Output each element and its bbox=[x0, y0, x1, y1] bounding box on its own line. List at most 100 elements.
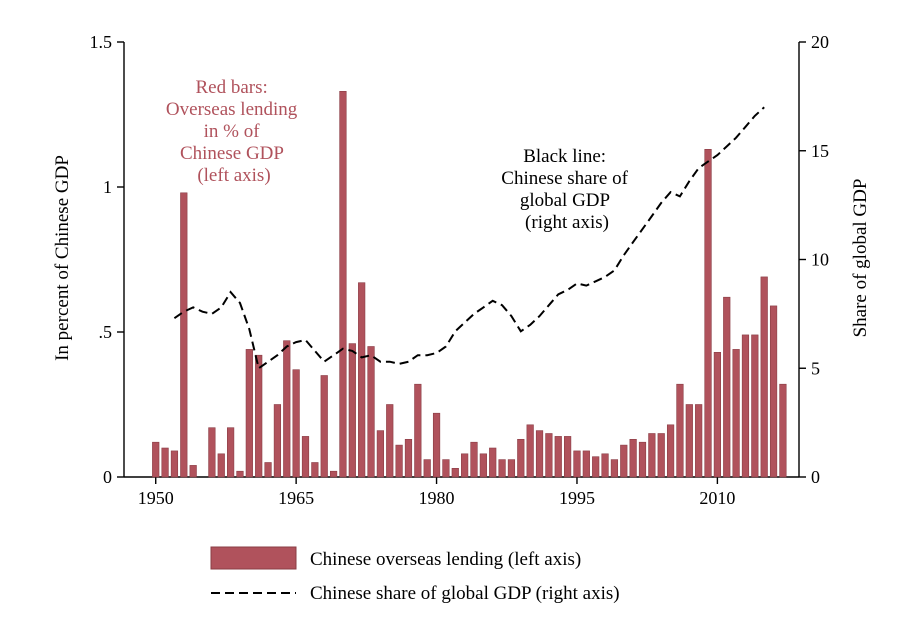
black-annot-line-1: Black line: bbox=[523, 146, 606, 167]
legend-label-line: Chinese share of global GDP (right axis) bbox=[310, 583, 620, 604]
bar-1975 bbox=[386, 404, 394, 478]
bar-1966 bbox=[301, 436, 310, 478]
bar-1984 bbox=[470, 441, 478, 478]
bar-1963 bbox=[273, 404, 282, 478]
left-tick-label-0: 0 bbox=[103, 467, 112, 487]
bar-2001 bbox=[629, 438, 637, 478]
bar-2012 bbox=[732, 349, 740, 478]
bar-1971 bbox=[348, 343, 356, 478]
bar-1973 bbox=[367, 346, 375, 478]
bar-2013 bbox=[741, 334, 750, 478]
bar-1977 bbox=[404, 438, 413, 478]
red-annot-line-5: (left axis) bbox=[197, 165, 270, 186]
bar-1967 bbox=[311, 462, 319, 478]
bar-2015 bbox=[760, 276, 768, 478]
bar-2004 bbox=[657, 433, 665, 478]
right-tick-label-3: 15 bbox=[811, 141, 829, 161]
bar-2002 bbox=[638, 441, 647, 478]
bar-1989 bbox=[517, 438, 525, 478]
legend-swatch-bar bbox=[210, 546, 297, 570]
bar-2006 bbox=[676, 383, 684, 478]
bar-1968 bbox=[320, 375, 328, 478]
black-annot-line-3: global GDP bbox=[520, 190, 610, 211]
bar-2003 bbox=[648, 433, 656, 478]
red-annot-line-1: Red bars: bbox=[195, 77, 267, 98]
bar-1979 bbox=[423, 459, 431, 478]
bar-1981 bbox=[442, 459, 450, 478]
bar-1997 bbox=[592, 456, 600, 478]
bar-2008 bbox=[695, 404, 703, 478]
bar-1953 bbox=[180, 192, 188, 478]
left-axis-title: In percent of Chinese GDP bbox=[52, 155, 73, 361]
bar-2000 bbox=[620, 444, 628, 478]
red-bars-annotation: Red bars: Overseas lending in % of Chine… bbox=[166, 77, 302, 186]
bar-1956 bbox=[208, 427, 216, 478]
gdp-share-line bbox=[173, 106, 765, 370]
bar-1951 bbox=[161, 447, 169, 478]
black-annot-line-4: (right axis) bbox=[525, 212, 609, 233]
x-tick-label-1950: 1950 bbox=[138, 488, 174, 508]
bar-1970 bbox=[339, 91, 347, 478]
right-tick-label-0: 0 bbox=[811, 467, 820, 487]
bar-1960 bbox=[245, 349, 253, 478]
bar-1999 bbox=[610, 459, 619, 478]
bar-2010 bbox=[713, 351, 721, 478]
x-tick-label-1995: 1995 bbox=[559, 488, 595, 508]
bar-1976 bbox=[395, 444, 403, 478]
x-tick-label-2010: 2010 bbox=[699, 488, 735, 508]
bar-1998 bbox=[601, 453, 609, 478]
bar-1954 bbox=[189, 465, 197, 478]
bar-1985 bbox=[479, 453, 487, 478]
x-tick-label-1965: 1965 bbox=[278, 488, 314, 508]
bar-1965 bbox=[292, 369, 300, 478]
bar-2005 bbox=[666, 424, 675, 478]
bar-1959 bbox=[236, 470, 244, 478]
bar-1961 bbox=[255, 354, 263, 478]
red-annot-line-2: Overseas lending bbox=[166, 99, 298, 120]
bar-2014 bbox=[751, 334, 759, 478]
left-tick-label-1: .5 bbox=[99, 322, 113, 342]
bar-1957 bbox=[217, 453, 225, 478]
bar-2016 bbox=[769, 305, 778, 478]
bar-1991 bbox=[535, 430, 544, 478]
bar-1994 bbox=[564, 436, 572, 478]
bar-1958 bbox=[227, 427, 235, 478]
bar-1983 bbox=[461, 453, 469, 478]
bar-1969 bbox=[329, 470, 338, 478]
bar-1962 bbox=[264, 462, 272, 478]
right-tick-label-1: 5 bbox=[811, 358, 820, 378]
legend-label-bar: Chinese overseas lending (left axis) bbox=[310, 549, 581, 570]
bar-1990 bbox=[526, 424, 534, 478]
bar-2007 bbox=[685, 404, 693, 478]
x-ticks: 1950 1965 1980 1995 2010 bbox=[138, 477, 735, 508]
legend: Chinese overseas lending (left axis) Chi… bbox=[210, 546, 620, 604]
bar-1978 bbox=[414, 383, 422, 478]
left-y-ticks: 0 .5 1 1.5 bbox=[90, 32, 124, 487]
bar-1992 bbox=[545, 433, 553, 478]
bar-1986 bbox=[489, 447, 497, 478]
left-tick-label-2: 1 bbox=[103, 177, 112, 197]
red-annot-line-3: in % of bbox=[204, 121, 261, 142]
bar-1993 bbox=[554, 436, 562, 478]
left-tick-label-3: 1.5 bbox=[90, 32, 113, 52]
x-tick-label-1980: 1980 bbox=[419, 488, 455, 508]
bar-1995 bbox=[573, 450, 581, 478]
bar-2011 bbox=[723, 296, 731, 478]
bar-2009 bbox=[704, 149, 712, 478]
bar-1987 bbox=[498, 459, 506, 478]
lending-bars bbox=[152, 91, 787, 478]
black-line-annotation: Black line: Chinese share of global GDP … bbox=[501, 146, 632, 233]
bar-2017 bbox=[779, 383, 787, 478]
black-annot-line-2: Chinese share of bbox=[501, 168, 628, 189]
right-y-ticks: 0 5 10 15 20 bbox=[799, 32, 829, 487]
right-axis-title: Share of global GDP bbox=[850, 179, 871, 338]
bar-1980 bbox=[432, 412, 441, 478]
right-tick-label-4: 20 bbox=[811, 32, 829, 52]
bar-1982 bbox=[451, 467, 459, 478]
bar-1996 bbox=[582, 450, 590, 478]
red-annot-line-4: Chinese GDP bbox=[180, 143, 283, 164]
bar-1952 bbox=[170, 450, 179, 478]
bar-1988 bbox=[507, 459, 516, 478]
bar-1972 bbox=[358, 282, 366, 478]
